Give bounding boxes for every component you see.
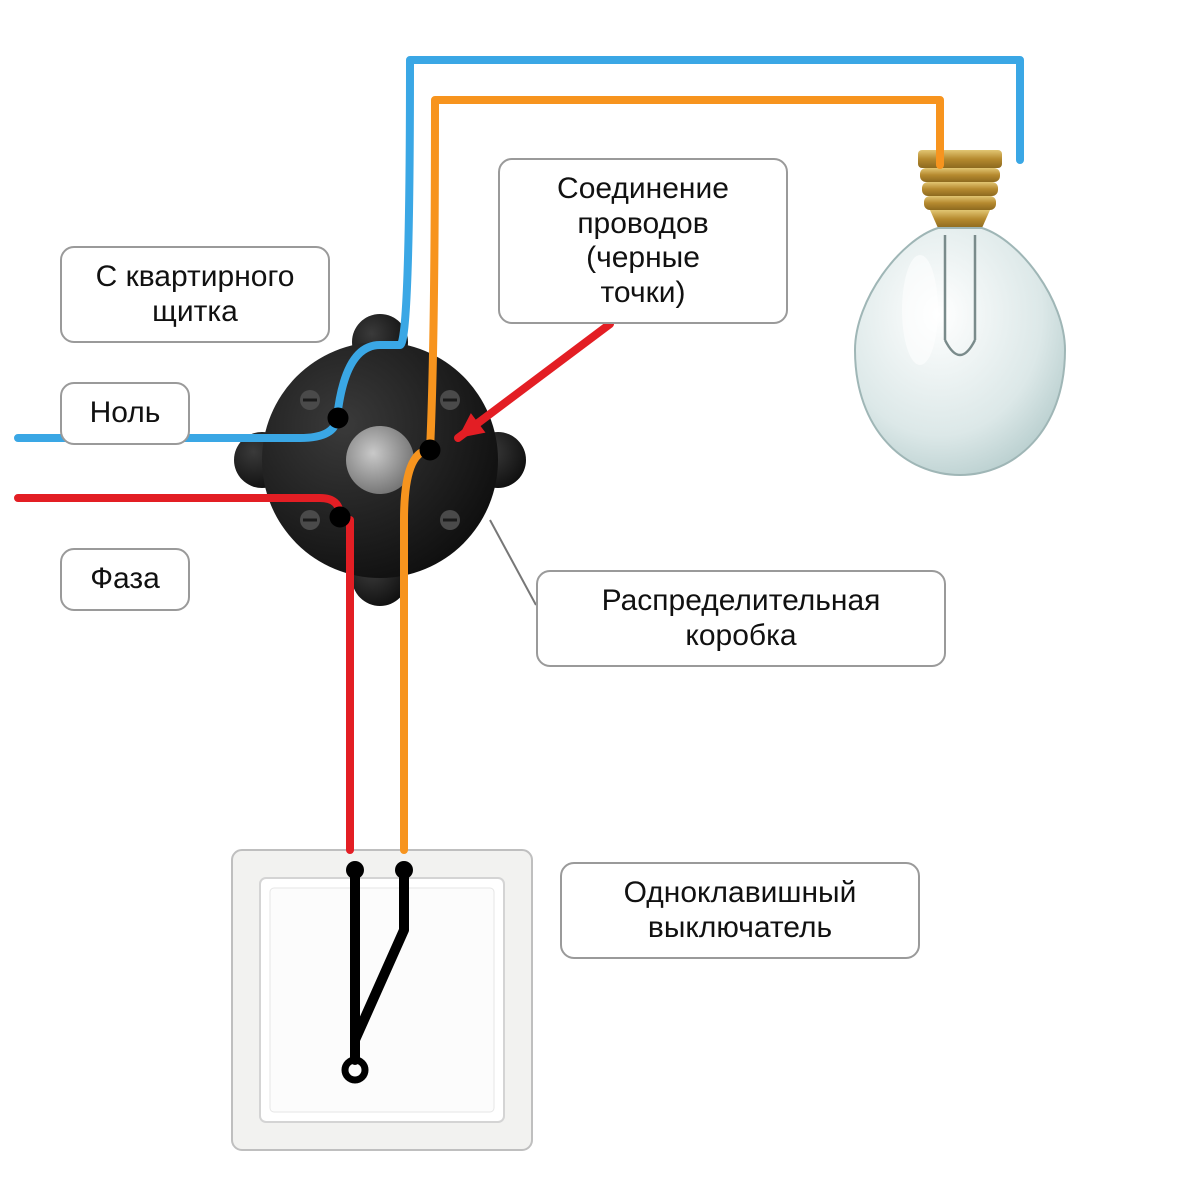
junction-box-icon <box>234 314 526 606</box>
wall-switch-icon <box>232 850 532 1150</box>
label-junction-box: Распределительная коробка <box>536 570 946 667</box>
label-connections: Соединение проводов (черные точки) <box>498 158 788 324</box>
diagram-stage: С квартирного щитка Ноль Фаза Соединение… <box>0 0 1193 1200</box>
label-switch: Одноклавишный выключатель <box>560 862 920 959</box>
label-from-panel: С квартирного щитка <box>60 246 330 343</box>
label-phase: Фаза <box>60 548 190 611</box>
lightbulb <box>855 150 1065 475</box>
label-neutral: Ноль <box>60 382 190 445</box>
